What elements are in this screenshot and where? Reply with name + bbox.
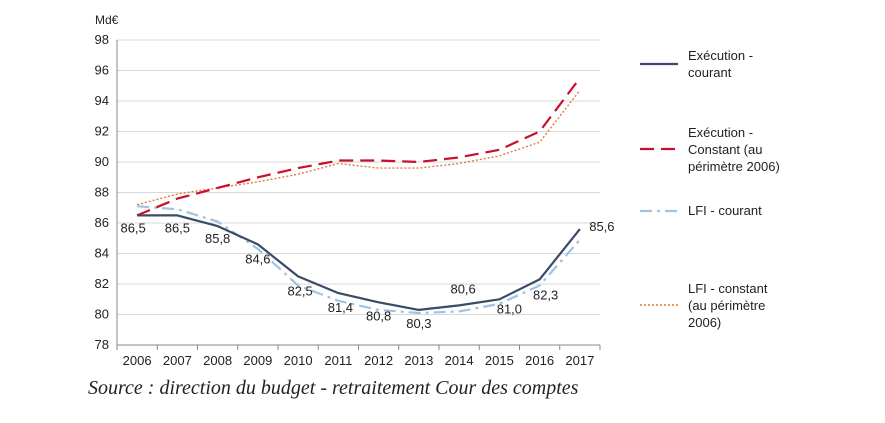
legend-label: Exécution - [688,48,753,63]
axes: 78 80 82 84 86 88 90 92 94 96 98 2006 2007 2008 2009 20… [95,32,601,368]
data-label: 80,3 [406,316,431,331]
x-tick-label: 2017 [565,353,594,368]
legend-label: 2006) [688,315,721,330]
x-tick-label: 2007 [163,353,192,368]
data-label: 82,3 [533,287,558,302]
x-tick-label: 2014 [445,353,474,368]
y-tick-label: 90 [95,154,109,169]
legend: Exécution - courant Exécution - Constant (a… [640,48,780,330]
legend-label: Exécution - [688,125,753,140]
y-tick-label: 78 [95,337,109,352]
data-label: 86,5 [120,220,145,235]
series-line-3 [136,89,581,206]
data-label: 85,8 [205,231,230,246]
series-line-0 [137,214,581,311]
x-tick-label: 2012 [364,353,393,368]
y-tick-label: 84 [95,246,109,261]
x-tick-label: 2010 [284,353,313,368]
y-tick-label: 92 [95,124,109,139]
legend-label: (au périmètre [688,298,765,313]
source-note: Source : direction du budget - retraitem… [88,377,579,399]
y-tick-label: 96 [95,63,109,78]
line-chart: Md€ 78 80 82 84 86 88 90 92 94 96 98 2006 2007 2008 20… [95,13,780,368]
data-label: 86,5 [165,220,190,235]
data-label: 80,6 [450,281,475,296]
series-lines [136,77,581,315]
series-line-1 [136,77,581,217]
data-label: 84,6 [245,251,270,266]
data-label: 81,0 [497,301,522,316]
data-label: 81,4 [328,300,353,315]
y-tick-label: 80 [95,307,109,322]
y-tick-label: 82 [95,276,109,291]
y-tick-label: 98 [95,32,109,47]
data-label: 85,6 [589,219,614,234]
legend-label: LFI - courant [688,203,762,218]
x-tick-label: 2015 [485,353,514,368]
y-tick-label: 88 [95,185,109,200]
data-label: 80,8 [366,308,391,323]
y-unit-label: Md€ [95,13,119,27]
legend-label: périmètre 2006) [688,159,780,174]
legend-label: LFI - constant [688,281,768,296]
series-line-2 [137,205,581,315]
data-label: 82,5 [287,283,312,298]
y-tick-label: 94 [95,93,109,108]
y-tick-label: 86 [95,215,109,230]
x-tick-label: 2013 [404,353,433,368]
x-tick-label: 2009 [243,353,272,368]
legend-label: Constant (au [688,142,762,157]
x-tick-label: 2006 [123,353,152,368]
data-labels: 86,5 86,5 85,8 84,6 82,5 81,4 80,8 80,3 80,6 81,0… [120,219,614,331]
x-tick-label: 2011 [324,353,352,368]
x-tick-label: 2008 [203,353,232,368]
x-tick-label: 2016 [525,353,554,368]
legend-label: courant [688,65,732,80]
